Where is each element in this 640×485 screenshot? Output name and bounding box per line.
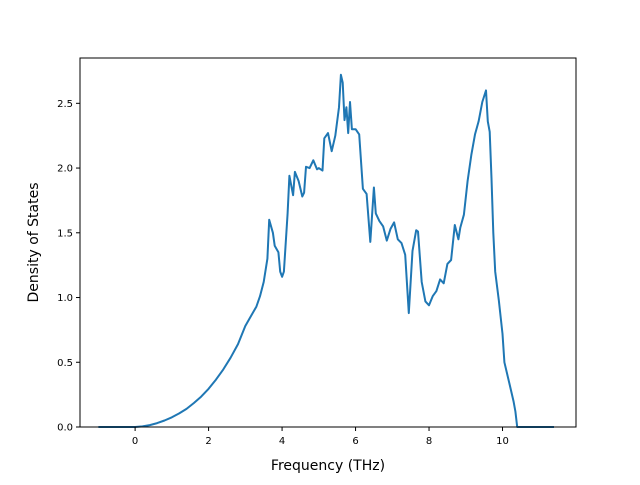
x-tick-label: 8 (426, 436, 432, 447)
x-tick-label: 4 (279, 436, 285, 447)
x-tick-label: 6 (352, 436, 358, 447)
y-tick-label: 0.5 (57, 358, 73, 369)
y-tick-label: 0.0 (57, 423, 73, 434)
plot-area (98, 73, 554, 428)
y-axis-label: Density of States (26, 183, 42, 303)
x-tick-label: 10 (496, 436, 509, 447)
y-tick-label: 2.5 (57, 99, 73, 110)
y-tick-label: 1.0 (57, 293, 73, 304)
x-axis-ticks: 0 2 4 6 8 10 (132, 427, 509, 447)
y-tick-label: 1.5 (57, 228, 73, 239)
axes-frame (79, 57, 577, 428)
y-axis-ticks: 0.0 0.5 1.0 1.5 2.0 2.5 (57, 99, 80, 434)
x-axis-label: Frequency (THz) (271, 458, 385, 474)
dos-series-line (98, 73, 554, 428)
y-tick-label: 2.0 (57, 164, 73, 175)
x-tick-label: 0 (132, 436, 138, 447)
x-tick-label: 2 (205, 436, 211, 447)
